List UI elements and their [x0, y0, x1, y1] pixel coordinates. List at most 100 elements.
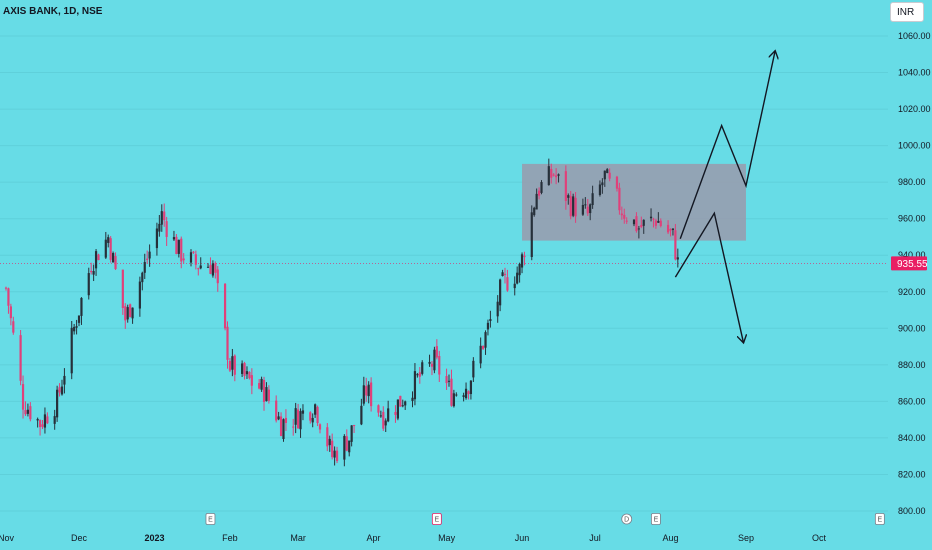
candle [632, 219, 636, 227]
candle [469, 380, 473, 400]
y-tick-label: 940.00 [898, 250, 926, 260]
candle [659, 218, 662, 228]
x-tick-label: Sep [738, 533, 754, 543]
candle [90, 262, 93, 275]
consolidation-box[interactable] [522, 163, 746, 241]
candle [197, 267, 200, 276]
candle [447, 374, 451, 387]
candles [4, 158, 679, 467]
candle [301, 404, 305, 421]
dividend-event-icon[interactable]: D [621, 513, 633, 525]
candle [518, 262, 521, 283]
x-tick-label: May [438, 533, 456, 543]
candle [396, 399, 399, 421]
candle [250, 368, 253, 395]
candle [411, 391, 414, 408]
candle [112, 251, 115, 263]
candle [635, 212, 638, 233]
candle [158, 214, 161, 237]
candle [484, 330, 487, 355]
candle [435, 339, 438, 360]
y-tick-label: 800.00 [898, 506, 926, 516]
candle [567, 193, 570, 205]
svg-text:E: E [208, 517, 213, 524]
svg-text:E: E [654, 517, 659, 524]
candle [129, 303, 132, 318]
candle [584, 197, 587, 209]
price-tag-bg [891, 256, 927, 271]
candle [124, 303, 127, 329]
trend-drawings[interactable] [674, 51, 775, 343]
candle [107, 234, 110, 248]
candle [226, 321, 229, 369]
earnings-event-icon[interactable]: E [431, 513, 442, 525]
candle [591, 185, 594, 209]
earnings-event-icon[interactable]: E [651, 513, 661, 525]
candle [180, 236, 183, 269]
candle [486, 319, 490, 336]
candle [365, 377, 368, 402]
x-tick-label: Jun [515, 533, 530, 543]
price-tag-label: 935.55 [897, 259, 928, 270]
time-axis[interactable]: Nov Dec 2023 Feb Mar Apr May Jun Jul Aug Sep Oct [0, 533, 826, 543]
candle [535, 188, 538, 210]
candle [63, 368, 66, 394]
candle [598, 180, 602, 197]
candle [501, 269, 504, 277]
earnings-event-icon[interactable]: E [874, 513, 885, 525]
candle [46, 412, 49, 425]
candle [418, 367, 421, 384]
candle [182, 253, 185, 264]
candle [370, 377, 373, 412]
candle [175, 233, 178, 255]
currency-button[interactable]: INR [890, 2, 924, 22]
candle [73, 323, 76, 335]
candle [506, 269, 509, 292]
candle [445, 368, 448, 390]
candle [360, 398, 363, 426]
candle [523, 251, 526, 266]
candle [292, 418, 295, 436]
candle [209, 257, 212, 275]
candle [80, 297, 83, 325]
x-tick-label: Feb [222, 533, 238, 543]
candle [12, 316, 15, 335]
candle [352, 424, 356, 433]
candle [241, 360, 244, 378]
candle [367, 381, 370, 404]
candle [572, 193, 575, 218]
candle [348, 440, 351, 457]
bearish-path-arrow[interactable] [674, 211, 743, 343]
candle [56, 385, 59, 422]
candle [335, 446, 339, 464]
y-tick-label: 820.00 [898, 469, 926, 479]
candle [533, 206, 536, 217]
y-tick-label: 900.00 [898, 323, 926, 333]
candle [87, 267, 90, 300]
price-axis[interactable]: 1060.00 1040.00 1020.00 1000.00 980.00 960.00… [898, 31, 931, 516]
candle [430, 360, 434, 376]
candle [318, 423, 322, 434]
candle [143, 253, 146, 279]
candle [53, 409, 56, 430]
candle [467, 390, 470, 400]
candle [223, 283, 227, 331]
x-tick-label: Dec [71, 533, 88, 543]
last-price-tag: 935.55 [891, 256, 928, 271]
candle [671, 228, 675, 236]
candle [331, 433, 334, 460]
candle [75, 319, 78, 335]
candle [155, 222, 159, 256]
candle [654, 218, 658, 229]
candle [126, 304, 129, 323]
candle [649, 208, 653, 222]
candle [350, 425, 353, 447]
candle [192, 250, 195, 254]
bullish-path-arrow[interactable] [679, 51, 775, 240]
candle [343, 434, 346, 467]
earnings-event-icon[interactable]: E [205, 513, 216, 525]
candle [674, 223, 677, 261]
candle [77, 315, 81, 327]
